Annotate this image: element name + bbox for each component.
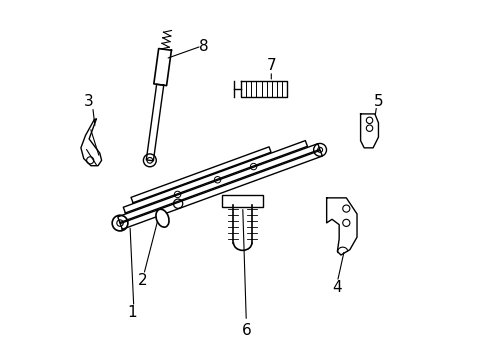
Polygon shape bbox=[360, 114, 378, 148]
Text: 7: 7 bbox=[266, 58, 276, 73]
Polygon shape bbox=[123, 141, 307, 213]
Text: 8: 8 bbox=[198, 39, 208, 54]
Polygon shape bbox=[81, 119, 102, 166]
Polygon shape bbox=[131, 147, 270, 203]
Polygon shape bbox=[118, 144, 319, 222]
Polygon shape bbox=[241, 81, 287, 97]
Text: 3: 3 bbox=[84, 94, 94, 109]
Text: 6: 6 bbox=[241, 323, 251, 338]
Polygon shape bbox=[326, 198, 356, 255]
Polygon shape bbox=[154, 49, 171, 86]
Text: 4: 4 bbox=[332, 280, 342, 295]
Bar bbox=[222, 195, 263, 207]
Polygon shape bbox=[120, 150, 322, 229]
Text: 1: 1 bbox=[127, 305, 137, 320]
Ellipse shape bbox=[156, 209, 169, 227]
Text: 5: 5 bbox=[373, 94, 383, 109]
Text: 2: 2 bbox=[138, 273, 147, 288]
Polygon shape bbox=[146, 84, 163, 161]
